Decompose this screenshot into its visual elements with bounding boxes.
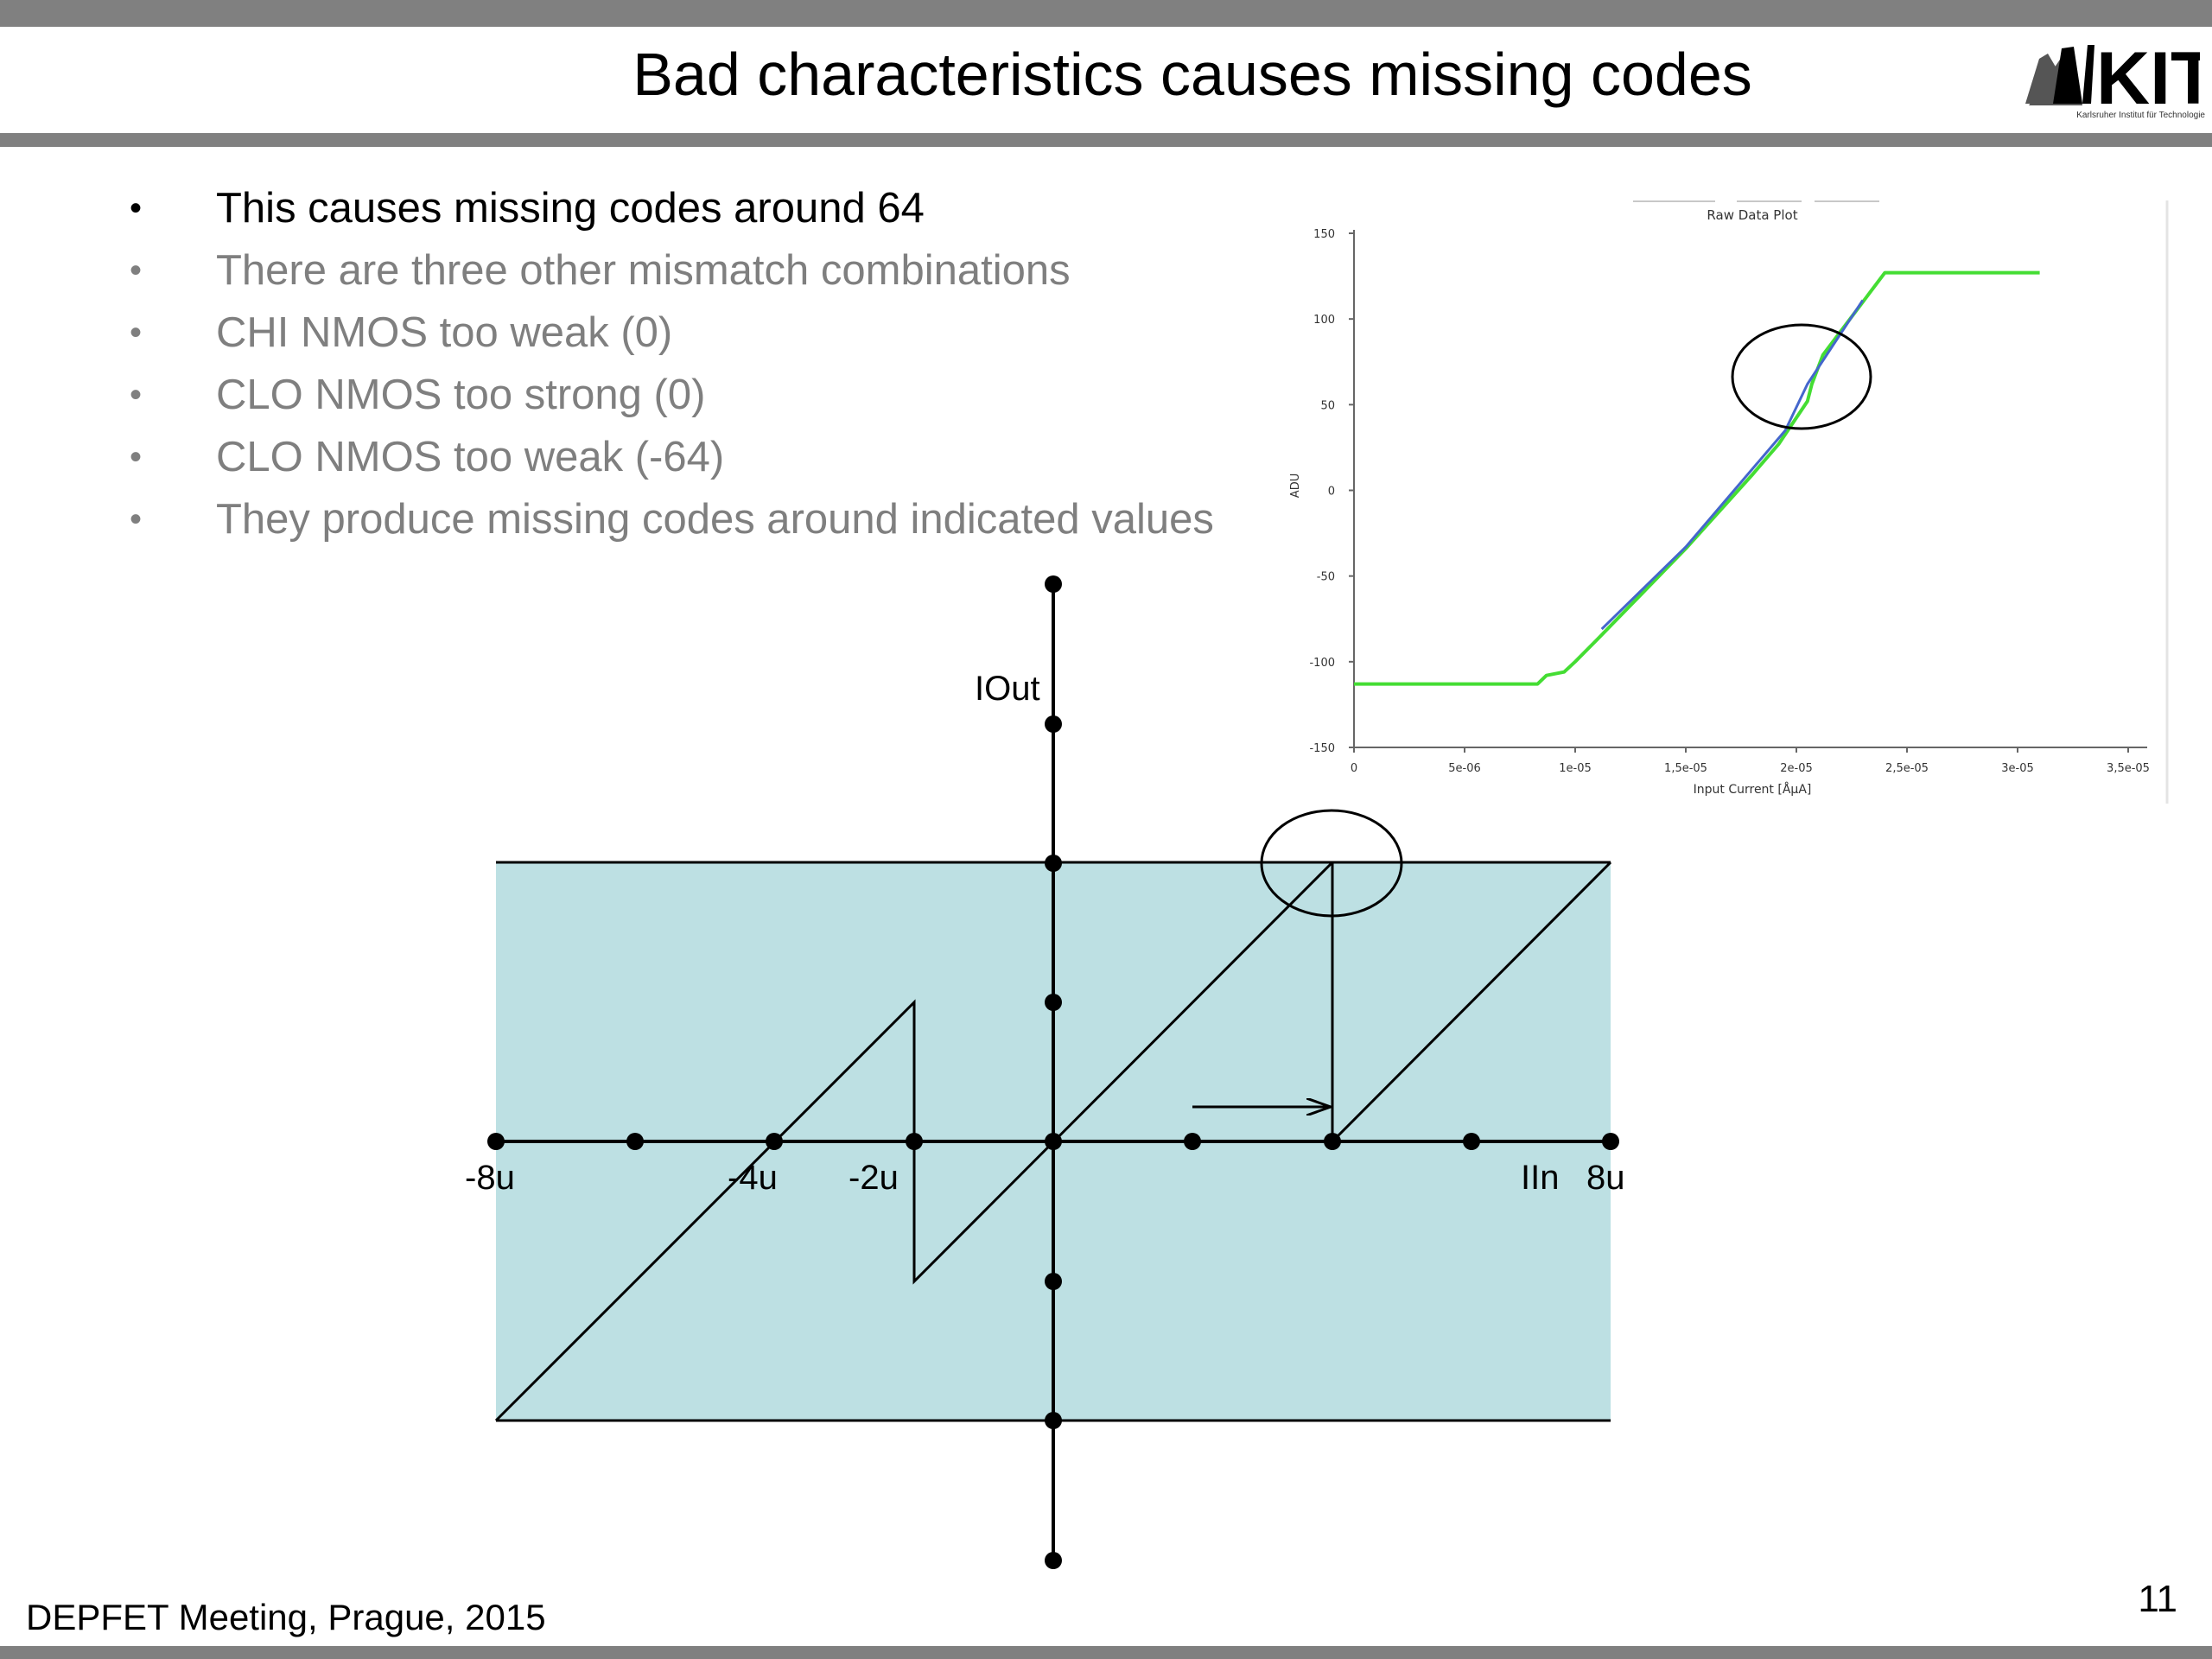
plot-x-tick-label: 0 (1351, 762, 1357, 775)
bullet-dot: • (130, 438, 143, 476)
bullet-item: • CHI NMOS too weak (0) (130, 302, 1296, 364)
x-tick-dot (487, 1133, 505, 1150)
bullet-dot: • (130, 500, 143, 538)
bullet-text: They produce missing codes around indica… (216, 496, 1214, 543)
plot-y-tick-label: 100 (1313, 314, 1335, 327)
bullet-item: • They produce missing codes around indic… (130, 488, 1296, 550)
bullet-text: This causes missing codes around 64 (216, 185, 925, 232)
raw-data-plot: 0 5e-06 1e-05 1,5e-05 2e-05 2,5e-05 3e-05 3,5e-… (1279, 199, 2169, 804)
missing-code-circle (1260, 809, 1403, 918)
bullet-item: • This causes missing codes around 64 (130, 177, 1296, 239)
plot-ticks: 0 5e-06 1e-05 1,5e-05 2e-05 2,5e-05 3e-05 3,5e-… (1309, 228, 2149, 775)
bullet-dot: • (130, 251, 143, 289)
y-tick-dot (1045, 855, 1062, 872)
bottom-banner (0, 1646, 2212, 1659)
plot-x-tick-label: 2e-05 (1780, 762, 1813, 775)
x-tick-dot (626, 1133, 644, 1150)
plot-x-tick-label: 1e-05 (1559, 762, 1592, 775)
plot-x-tick-label: 3e-05 (2001, 762, 2034, 775)
y-tick-dot (1045, 1552, 1062, 1569)
y-tick-dot (1045, 575, 1062, 593)
x-tick-dot (1463, 1133, 1480, 1150)
y-tick-dot (1045, 1273, 1062, 1290)
y-axis-ticks (1045, 575, 1062, 1569)
y-tick-dot (1045, 715, 1062, 733)
bullet-text: There are three other mismatch combinati… (216, 247, 1071, 294)
bullet-dot: • (130, 314, 143, 352)
kit-logo-subtitle: Karlsruher Institut für Technologie (2076, 111, 2205, 120)
plot-ylabel: ADU (1289, 474, 1302, 498)
plot-series-line (1354, 270, 2040, 686)
x-tick-label: 8u (1586, 1159, 1625, 1197)
bullet-text: CLO NMOS too strong (0) (216, 372, 706, 418)
bullet-text: CLO NMOS too weak (-64) (216, 434, 725, 480)
y-tick-dot (1045, 1412, 1062, 1429)
bullet-item: • CLO NMOS too weak (-64) (130, 426, 1296, 488)
x-tick-label: -4u (728, 1159, 778, 1197)
plot-y-tick-label: 0 (1328, 486, 1335, 499)
plot-xlabel: Input Current [ÅµA] (1694, 782, 1812, 797)
bullet-item: • CLO NMOS too strong (0) (130, 364, 1296, 426)
y-tick-dot (1045, 994, 1062, 1011)
plot-y-tick-label: 50 (1320, 399, 1335, 412)
x-tick-dot (1602, 1133, 1619, 1150)
header-divider (0, 133, 2212, 147)
x-tick-dot (766, 1133, 783, 1150)
plot-x-tick-label: 5e-06 (1448, 762, 1481, 775)
bullet-text: CHI NMOS too weak (0) (216, 309, 673, 356)
slide-title: Bad characteristics causes missing codes (632, 41, 1752, 108)
top-banner (0, 0, 2212, 27)
bullet-item: • There are three other mismatch combinat… (130, 239, 1296, 302)
bullet-dot: • (130, 189, 143, 227)
x-tick-dot (1324, 1133, 1341, 1150)
plot-x-tick-label: 3,5e-05 (2107, 762, 2150, 775)
footer-text: DEPFET Meeting, Prague, 2015 (26, 1597, 546, 1637)
bullet-list: • This causes missing codes around 64 • Th… (130, 177, 1296, 550)
x-axis-label: IIn (1521, 1159, 1559, 1197)
plot-highlight-circle (1731, 323, 1872, 430)
page-number: 11 (2138, 1578, 2177, 1620)
plot-series (1354, 270, 2040, 686)
kit-wordmark: KIT (2096, 41, 2200, 120)
x-tick-dot (1045, 1133, 1062, 1150)
plot-x-tick-label: 2,5e-05 (1885, 762, 1929, 775)
x-tick-dot (1184, 1133, 1201, 1150)
x-tick-label: -2u (849, 1159, 899, 1197)
y-axis-label: IOut (975, 670, 1040, 708)
plot-title: Raw Data Plot (1707, 207, 1797, 223)
kit-logo: KIT (2025, 41, 2200, 120)
x-tick-label: -8u (465, 1159, 515, 1197)
plot-y-tick-label: 150 (1313, 228, 1335, 241)
plot-y-tick-label: -150 (1309, 742, 1335, 755)
plot-y-tick-label: -100 (1309, 657, 1335, 670)
plot-y-tick-label: -50 (1317, 571, 1335, 584)
plot-series-line (1600, 299, 1865, 631)
x-axis-ticks (487, 1133, 1619, 1150)
x-tick-dot (906, 1133, 923, 1150)
plot-x-tick-label: 1,5e-05 (1664, 762, 1707, 775)
bullet-dot: • (130, 376, 143, 414)
